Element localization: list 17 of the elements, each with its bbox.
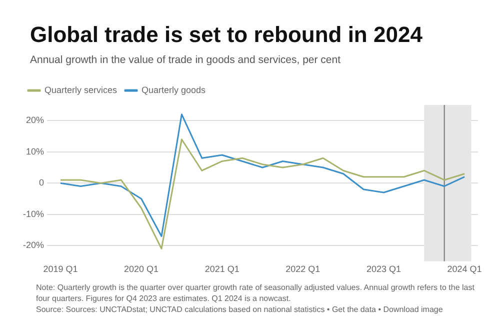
x-tick-label: 2023 Q1 [366, 264, 401, 274]
text: Note: Quarterly growth is the quarter over quarter growth rate of seasonally adjusted values. Annual growth refers to the last four quarters. Figures for Q4 2023 are estimates. Q1 2024 is a nowcast. [36, 282, 476, 304]
legend-label: Quarterly goods [142, 84, 206, 95]
x-tick-label: 2019 Q1 [43, 264, 78, 274]
legend-label: Quarterly services [44, 84, 118, 95]
y-tick-label: 0 [38, 178, 44, 188]
chart-title: Global trade is set to rebound in 2024 [30, 22, 422, 48]
source-note: Source: Sources: UNCTADstat; UNCTAD calculations based on national statistics • Get the data • Download image [36, 304, 444, 315]
y-tick-label: 20% [26, 115, 44, 126]
chart-subtitle: Annual growth in the value of trade in goods and services, per cent [30, 54, 341, 66]
y-tick-label: -20% [22, 240, 44, 250]
x-tick-label: 2020 Q1 [124, 264, 159, 274]
x-tick-label: 2021 Q1 [204, 264, 240, 274]
y-tick-label: 10% [26, 146, 44, 156]
x-tick-label: 2024 Q1 [447, 264, 482, 274]
x-tick-label: 2022 Q1 [286, 264, 320, 274]
y-tick-label: -10% [22, 208, 44, 219]
